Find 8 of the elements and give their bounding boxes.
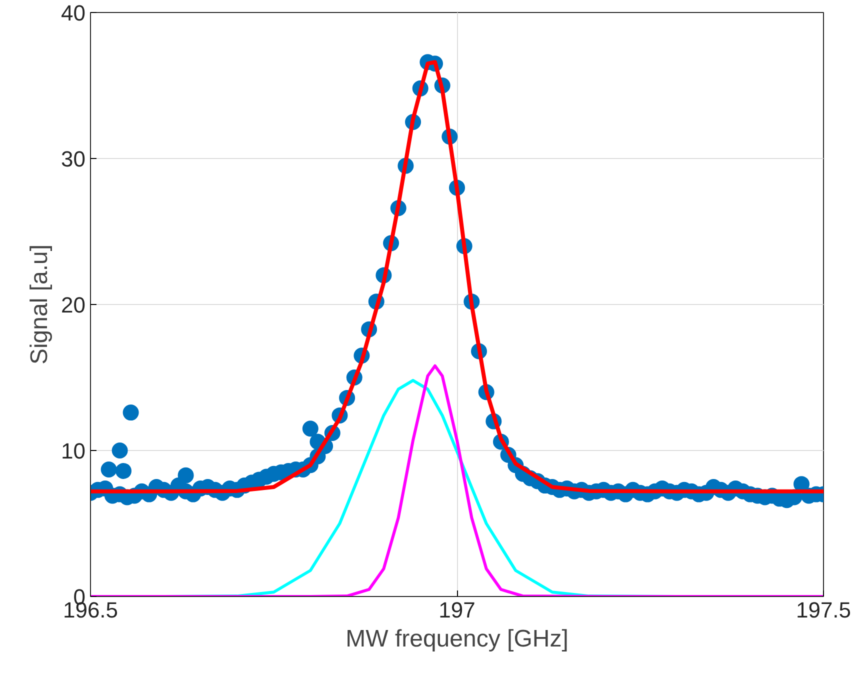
y-tick-label: 40 [61, 0, 86, 26]
y-tick-label: 20 [61, 292, 86, 318]
x-axis-title: MW frequency [GHz] [346, 626, 568, 652]
x-tick-label: 197.5 [796, 598, 852, 622]
y-tick-label: 10 [61, 438, 86, 464]
y-tick-label: 30 [61, 146, 86, 172]
y-axis-title: Signal [a.u] [26, 244, 54, 365]
x-tick-label: 197 [438, 598, 476, 622]
